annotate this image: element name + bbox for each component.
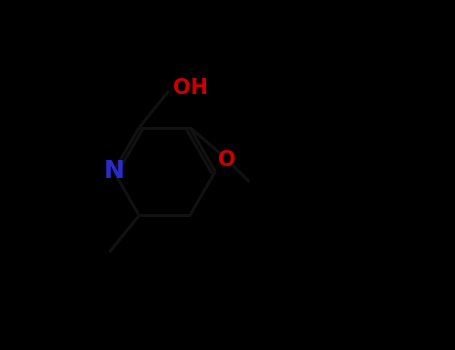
Text: O: O [218, 150, 235, 170]
Text: OH: OH [173, 78, 208, 98]
Text: N: N [103, 160, 124, 183]
